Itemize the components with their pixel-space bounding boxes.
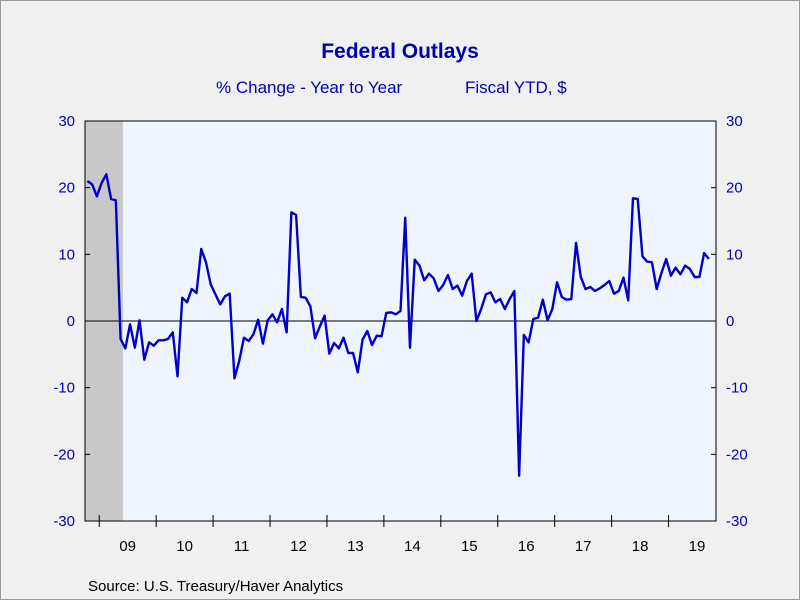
x-tick-label: 15 [461,538,478,555]
series-group [86,173,710,477]
y-tick-label-right: 0 [726,313,734,330]
x-tick-label: 14 [404,538,421,555]
x-tick-label: 19 [689,538,706,555]
y-tick-label-right: 10 [726,246,743,263]
x-tick-label: 16 [518,538,535,555]
x-tick-label: 12 [290,538,307,555]
y-tick-label-left: 20 [58,180,75,197]
chart-title: Federal Outlays [321,40,479,63]
y-tick-label-right: -10 [726,380,748,397]
x-tick-label: 09 [119,538,136,555]
y-tick-label-left: -20 [53,446,75,463]
y-tick-label-left: 10 [58,246,75,263]
x-tick-label: 10 [176,538,193,555]
x-tick-label: 13 [347,538,364,555]
y-tick-label-left: 30 [58,113,75,130]
y-tick-label-right: 20 [726,180,743,197]
axes: 30 30 20 20 10 10 0 0 -10 -10 -20 -20 -30 -30 09 10 11 12… [53,113,747,555]
y-tick-label-left: -10 [53,380,75,397]
y-tick-label-left: -30 [53,513,75,530]
source-note: Source: U.S. Treasury/Haver Analytics [88,578,344,595]
y-tick-label-right: -20 [726,446,748,463]
y-tick-label-right: -30 [726,513,748,530]
series-line [86,173,710,477]
plot-area [84,120,717,522]
x-tick-label: 17 [575,538,592,555]
y-tick-label-right: 30 [726,113,743,130]
chart-subtitle-right: Fiscal YTD, $ [465,78,567,97]
x-tick-label: 11 [234,538,250,555]
chart-subtitle-left: % Change - Year to Year [216,78,403,97]
x-tick-label: 18 [632,538,649,555]
y-tick-label-left: 0 [67,313,75,330]
